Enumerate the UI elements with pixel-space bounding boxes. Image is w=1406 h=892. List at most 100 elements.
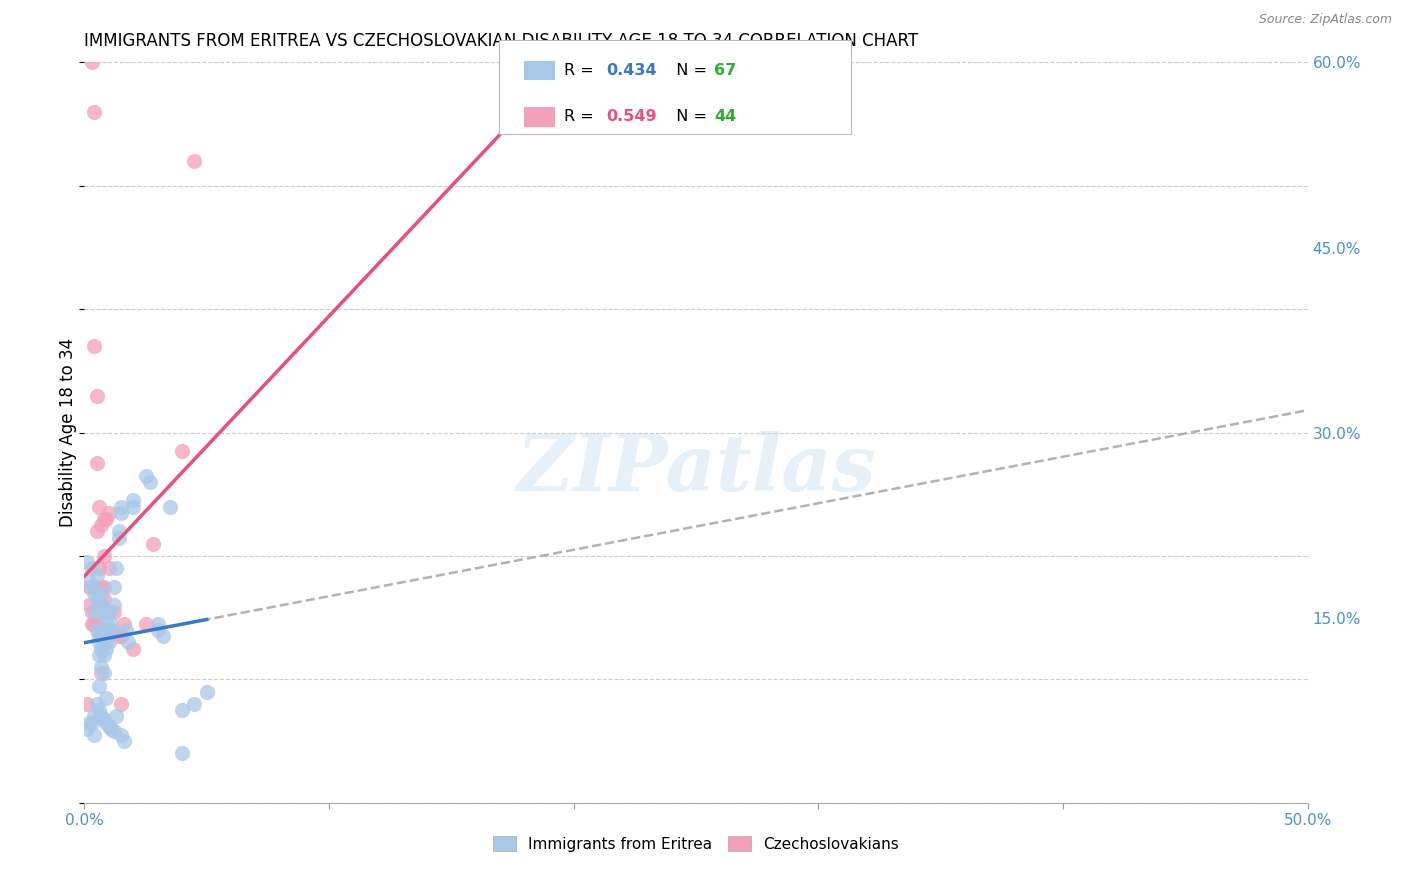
Point <box>97 719 120 733</box>
Point <box>90 586 112 600</box>
Point <box>80 616 103 631</box>
Point <box>110 500 132 514</box>
Point <box>90 641 112 656</box>
Point <box>83 616 105 631</box>
Point <box>93 712 115 726</box>
Point <box>107 531 129 545</box>
Point <box>83 605 105 619</box>
Point <box>76 555 98 569</box>
Point <box>107 629 129 643</box>
Point <box>83 580 105 594</box>
Text: N =: N = <box>666 110 713 124</box>
Point <box>93 605 115 619</box>
Point <box>83 728 105 742</box>
Point <box>93 648 115 662</box>
Point <box>142 536 165 550</box>
Point <box>87 648 110 662</box>
Point <box>86 697 108 711</box>
Point <box>100 623 122 637</box>
Point <box>90 709 112 723</box>
Point <box>112 734 135 748</box>
Point <box>110 728 132 742</box>
Point <box>96 610 118 624</box>
Point <box>97 605 120 619</box>
Point <box>135 616 157 631</box>
Text: 67: 67 <box>714 63 737 78</box>
Point <box>87 679 110 693</box>
Point <box>172 444 194 458</box>
Point <box>90 623 112 637</box>
Point <box>135 468 157 483</box>
Point <box>107 524 129 539</box>
Point <box>83 709 105 723</box>
Point <box>87 500 110 514</box>
Point <box>80 605 103 619</box>
Point <box>77 599 100 613</box>
Point <box>86 524 108 539</box>
Point <box>86 623 108 637</box>
Point <box>122 641 145 656</box>
Point <box>195 685 218 699</box>
Point <box>80 580 103 594</box>
Point <box>100 722 122 736</box>
Point <box>122 500 145 514</box>
Point <box>86 616 108 631</box>
Point <box>97 623 120 637</box>
Point <box>97 635 120 649</box>
Point <box>83 586 105 600</box>
Point <box>93 592 115 607</box>
Point <box>96 623 118 637</box>
Point <box>96 715 118 730</box>
Text: ZIPatlas: ZIPatlas <box>516 432 876 508</box>
Point <box>112 616 135 631</box>
Text: Source: ZipAtlas.com: Source: ZipAtlas.com <box>1258 13 1392 27</box>
Point <box>90 599 112 613</box>
Point <box>105 561 128 575</box>
Point <box>103 580 125 594</box>
Point <box>183 154 205 169</box>
Point <box>103 599 125 613</box>
Point <box>183 697 205 711</box>
Text: 0.434: 0.434 <box>606 63 657 78</box>
Point <box>172 747 194 761</box>
Point <box>83 104 105 119</box>
Y-axis label: Disability Age 18 to 34: Disability Age 18 to 34 <box>59 338 77 527</box>
Text: IMMIGRANTS FROM ERITREA VS CZECHOSLOVAKIAN DISABILITY AGE 18 TO 34 CORRELATION C: IMMIGRANTS FROM ERITREA VS CZECHOSLOVAKI… <box>84 32 918 50</box>
Point <box>86 388 108 402</box>
Point <box>93 605 115 619</box>
Point <box>90 660 112 674</box>
Point <box>87 599 110 613</box>
Point <box>77 715 100 730</box>
Point <box>87 629 110 643</box>
Point <box>159 500 181 514</box>
Point <box>110 697 132 711</box>
Point <box>146 616 169 631</box>
Point <box>90 518 112 533</box>
Point <box>76 722 98 736</box>
Point <box>96 641 118 656</box>
Text: 44: 44 <box>714 110 737 124</box>
Text: R =: R = <box>564 110 599 124</box>
Legend: Immigrants from Eritrea, Czechoslovakians: Immigrants from Eritrea, Czechoslovakian… <box>486 830 905 858</box>
Point <box>172 703 194 717</box>
Point <box>100 623 122 637</box>
Point <box>83 339 105 353</box>
Point <box>110 506 132 520</box>
Point <box>105 709 128 723</box>
Point <box>86 457 108 471</box>
Point <box>103 724 125 739</box>
Point <box>97 605 120 619</box>
Point <box>93 549 115 563</box>
Point <box>87 703 110 717</box>
Point <box>115 623 138 637</box>
Point <box>93 635 115 649</box>
Point <box>90 666 112 681</box>
Point <box>87 561 110 575</box>
Point <box>90 599 112 613</box>
Point <box>93 512 115 526</box>
Point <box>80 55 103 70</box>
Point <box>86 567 108 582</box>
Point <box>152 629 174 643</box>
Point <box>93 666 115 681</box>
Point <box>97 561 120 575</box>
